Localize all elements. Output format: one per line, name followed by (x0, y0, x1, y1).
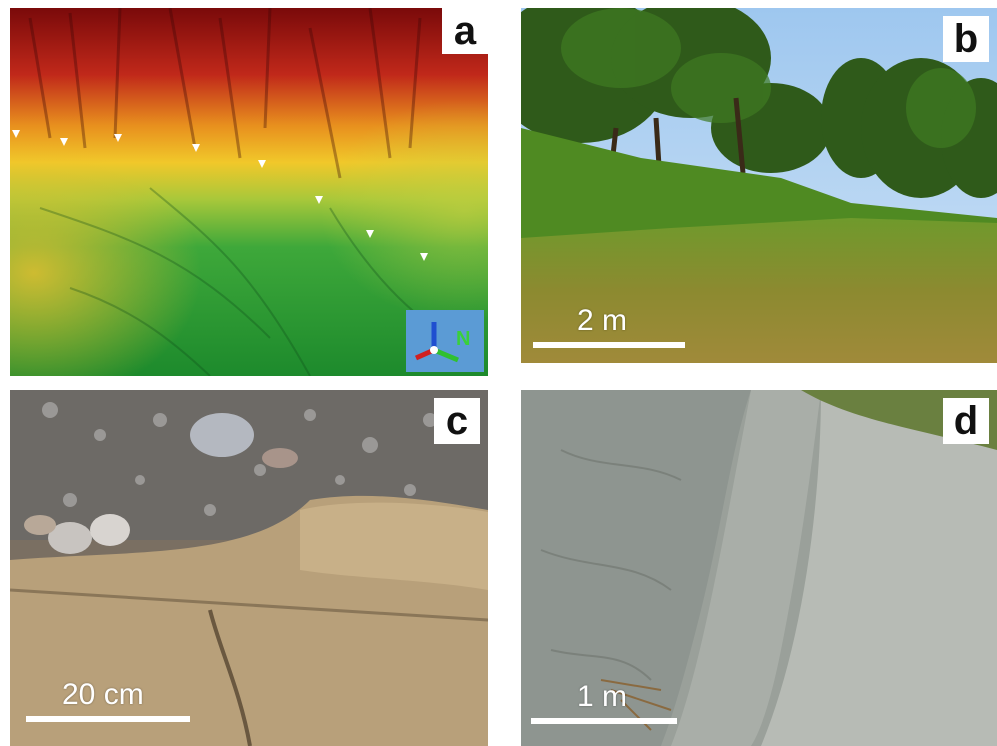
north-label: N (456, 328, 471, 350)
marker-arrow (12, 130, 20, 138)
panel-d-mudstone-photo: 1 m d (521, 390, 997, 746)
scale-bar-b: 2 m (533, 304, 685, 354)
panel-label-b: b (943, 16, 989, 62)
axis-gizmo-icon (414, 322, 459, 363)
scale-bar-line (26, 716, 190, 722)
marker-arrow (114, 134, 122, 142)
scale-bar-label: 2 m (577, 304, 628, 337)
panel-c-gravel-photo: 20 cm c (10, 390, 488, 746)
panel-label-c: c (434, 398, 480, 444)
meadow-photo-image (521, 8, 997, 363)
scale-bar-c: 20 cm (26, 678, 190, 728)
marker-arrow (258, 160, 266, 168)
orientation-icon: N (406, 310, 484, 372)
mudstone-image (521, 390, 997, 746)
dem-relief-image (10, 8, 488, 376)
scale-bar-line (531, 718, 677, 724)
scale-bar-line (533, 342, 685, 348)
marker-arrow (366, 230, 374, 238)
marker-arrow (420, 253, 428, 261)
panel-label-a: a (442, 8, 488, 54)
panel-label-d: d (943, 398, 989, 444)
scale-bar-label: 20 cm (62, 678, 144, 711)
marker-arrow (315, 196, 323, 204)
marker-arrow (60, 138, 68, 146)
panel-a-dem-map: N a (10, 8, 488, 376)
marker-arrow (192, 144, 200, 152)
scale-bar-label: 1 m (577, 680, 628, 713)
gravel-outcrop-image (10, 390, 488, 746)
panel-b-meadow-photo: 2 m b (521, 8, 997, 363)
scale-bar-d: 1 m (531, 680, 677, 730)
